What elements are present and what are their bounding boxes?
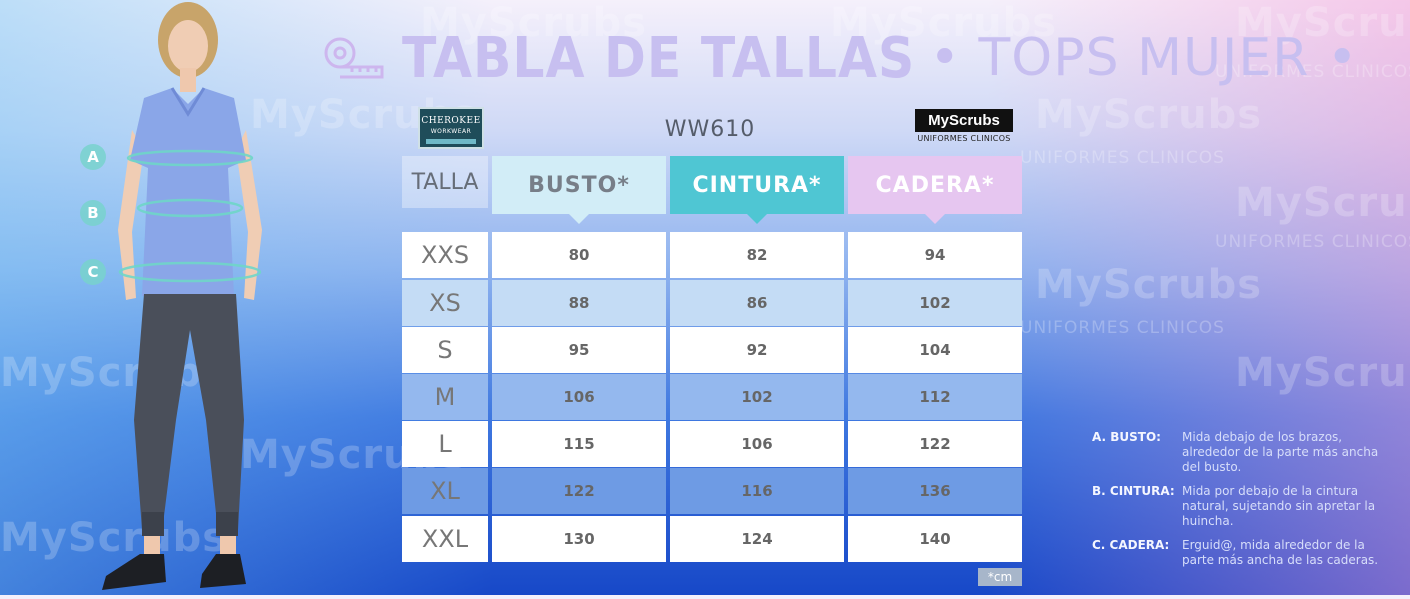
bust-cell: 130	[492, 516, 666, 562]
hip-cell: 104	[848, 327, 1022, 373]
model-code: WW610	[664, 117, 756, 142]
header-hip: CADERA*	[848, 156, 1022, 224]
hip-cell: 122	[848, 421, 1022, 467]
size-cell: XL	[402, 468, 488, 514]
hip-cell: 140	[848, 516, 1022, 562]
title-main: TABLA DE TALLAS	[402, 25, 916, 91]
legend-item-waist: B. CINTURA: Mida por debajo de la cintur…	[1092, 484, 1402, 529]
page-title: TABLA DE TALLAS • TOPS MUJER •	[322, 25, 1359, 91]
cherokee-logo-name: CHEROKEE	[421, 116, 481, 126]
watermark: MyScrubs	[830, 0, 1058, 46]
model-illustration	[102, 2, 262, 590]
header-bust: BUSTO*	[492, 156, 666, 224]
hip-cell: 94	[848, 232, 1022, 278]
marker-b: B	[80, 200, 106, 226]
measuring-tape-icon	[324, 37, 384, 79]
table-row: M 106 102 112	[402, 374, 1022, 420]
table-row: L 115 106 122	[402, 421, 1022, 467]
cherokee-logo: CHEROKEE WORKWEAR	[418, 107, 484, 149]
waist-cell: 92	[670, 327, 844, 373]
marker-c: C	[80, 259, 106, 285]
legend-item-hip: C. CADERA: Erguid@, mida alrededor de la…	[1092, 538, 1402, 568]
watermark: MyScrubs	[1235, 180, 1410, 226]
header-size: TALLA	[402, 156, 488, 208]
cherokee-logo-bar	[426, 139, 476, 144]
size-cell: L	[402, 421, 488, 467]
table-row: XS 88 86 102	[402, 280, 1022, 326]
legend-text: Mida debajo de los brazos, alrededor de …	[1182, 430, 1379, 474]
table-row: S 95 92 104	[402, 327, 1022, 373]
waist-cell: 82	[670, 232, 844, 278]
legend-item-bust: A. BUSTO: Mida debajo de los brazos, alr…	[1092, 430, 1402, 475]
size-cell: M	[402, 374, 488, 420]
hip-cell: 112	[848, 374, 1022, 420]
marker-a: A	[80, 144, 106, 170]
bust-cell: 106	[492, 374, 666, 420]
legend-key: C. CADERA:	[1092, 538, 1170, 552]
watermark: MyScrubs	[1235, 350, 1410, 396]
myscrubs-logo-sub: UNIFORMES CLINICOS	[917, 134, 1011, 143]
watermark-sub: UNIFORMES CLINICOS	[1020, 318, 1225, 338]
cherokee-logo-sub: WORKWEAR	[430, 128, 472, 135]
watermark: MyScrubs	[0, 350, 228, 396]
size-cell: XS	[402, 280, 488, 326]
watermark-sub: UNIFORMES CLINICOS	[1020, 148, 1225, 168]
watermark: MyScrubs	[0, 515, 228, 561]
table-row: XXL 130 124 140	[402, 516, 1022, 562]
table-row: XXS 80 82 94	[402, 232, 1022, 278]
hip-cell: 136	[848, 468, 1022, 514]
waist-cell: 102	[670, 374, 844, 420]
legend-text: Mida por debajo de la cintura natural, s…	[1182, 484, 1376, 528]
bust-cell: 88	[492, 280, 666, 326]
bust-cell: 122	[492, 468, 666, 514]
bust-cell: 95	[492, 327, 666, 373]
title-sub: • TOPS MUJER •	[929, 28, 1359, 88]
legend-key: B. CINTURA:	[1092, 484, 1175, 498]
bust-cell: 115	[492, 421, 666, 467]
legend-text: Erguid@, mida alrededor de la parte más …	[1182, 538, 1379, 567]
waist-cell: 124	[670, 516, 844, 562]
watermark: MyScrubs	[1035, 262, 1263, 308]
myscrubs-logo: MyScrubs UNIFORMES CLINICOS	[915, 109, 1013, 143]
waist-cell: 116	[670, 468, 844, 514]
hip-cell: 102	[848, 280, 1022, 326]
header-waist: CINTURA*	[670, 156, 844, 224]
table-row: XL 122 116 136	[402, 468, 1022, 514]
watermark-sub: UNIFORMES CLINICOS	[1215, 232, 1410, 252]
myscrubs-logo-name: MyScrubs	[915, 109, 1013, 132]
watermark: MyScrubs	[1235, 0, 1410, 46]
bust-cell: 80	[492, 232, 666, 278]
size-cell: XXS	[402, 232, 488, 278]
watermark: MyScrubs	[1035, 92, 1263, 138]
waist-cell: 86	[670, 280, 844, 326]
watermark-sub: UNIFORMES CLINICOS	[1215, 62, 1410, 82]
size-cell: XXL	[402, 516, 488, 562]
watermark: MyScrubs	[420, 0, 648, 46]
waist-cell: 106	[670, 421, 844, 467]
model-figure: A B C	[40, 0, 300, 595]
measurement-legend: A. BUSTO: Mida debajo de los brazos, alr…	[1092, 430, 1402, 577]
unit-note: *cm	[978, 568, 1022, 586]
size-cell: S	[402, 327, 488, 373]
legend-key: A. BUSTO:	[1092, 430, 1161, 444]
